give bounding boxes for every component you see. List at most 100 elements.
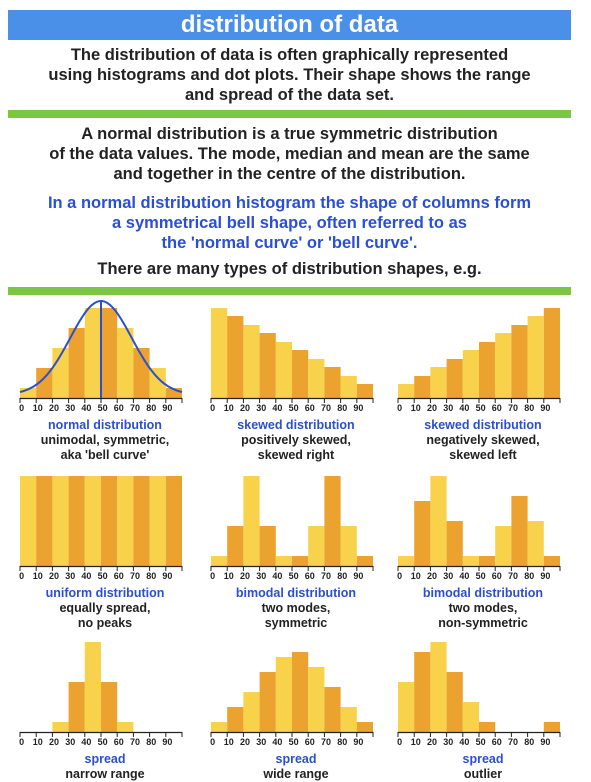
x-tick-label: 10: [224, 737, 234, 747]
x-tick-label: 30: [256, 571, 266, 581]
histogram-bar: [462, 556, 479, 566]
chart-caption-line: aka 'bell curve': [60, 448, 150, 462]
histogram-bar: [324, 476, 341, 566]
chart-caption: skewed distribution negatively skewed, ske…: [398, 418, 568, 463]
x-tick-label: 50: [289, 571, 299, 581]
chart-caption: spread outlier: [398, 752, 568, 782]
histogram-bar: [101, 682, 118, 732]
x-tick-label: 50: [476, 737, 486, 747]
histogram-bar: [479, 556, 496, 566]
histogram-svg: 0 10 20 30 40 50 60 70 80 90: [19, 642, 183, 747]
chart-caption: skewed distribution positively skewed, ske…: [211, 418, 381, 463]
histogram-bar: [511, 325, 528, 398]
x-tick-label: 20: [427, 571, 437, 581]
x-tick-label: 90: [540, 737, 550, 747]
x-tick-label: 0: [19, 737, 24, 747]
histogram-bar: [356, 384, 373, 398]
x-tick-label: 0: [210, 403, 215, 413]
x-tick-label: 60: [305, 571, 315, 581]
histogram-bar: [430, 367, 447, 398]
histogram-bar: [84, 308, 101, 398]
chart-caption-title: spread: [275, 752, 317, 766]
histogram-bar: [308, 359, 325, 398]
x-tick-label: 70: [130, 571, 140, 581]
x-tick-label: 50: [289, 403, 299, 413]
histogram-bar: [68, 476, 85, 566]
x-tick-label: 0: [397, 403, 402, 413]
histogram-bar: [243, 476, 260, 566]
x-tick-label: 60: [114, 403, 124, 413]
histogram-bar: [543, 556, 560, 566]
x-tick-label: 70: [130, 403, 140, 413]
chart-caption-line: no peaks: [77, 616, 133, 630]
histogram-bar: [527, 316, 544, 398]
histogram-bar: [398, 384, 415, 398]
x-tick-label: 90: [162, 571, 172, 581]
page-title: distribution of data: [8, 10, 571, 40]
histogram-bar: [259, 333, 276, 398]
histogram-bar: [340, 526, 357, 566]
histogram-bar: [356, 556, 373, 566]
x-tick-label: 10: [411, 403, 421, 413]
x-tick-label: 20: [240, 571, 250, 581]
x-tick-label: 30: [65, 403, 75, 413]
histogram-chart: 0 10 20 30 40 50 60 70 80 90 normal distribution un…: [19, 298, 190, 463]
histogram-bar: [446, 359, 463, 398]
histogram-bar: [52, 476, 69, 566]
histogram-chart: 0 10 20 30 40 50 60 70 80 90 spread narrow range: [19, 632, 190, 782]
chart-caption-line: negatively skewed,: [426, 433, 540, 447]
histogram-bar: [52, 722, 69, 732]
x-tick-label: 30: [256, 403, 266, 413]
x-tick-label: 30: [443, 737, 453, 747]
chart-caption-line: two modes,: [448, 601, 518, 615]
x-tick-label: 50: [476, 403, 486, 413]
x-tick-label: 80: [146, 737, 156, 747]
chart-caption-title: skewed distribution: [424, 418, 542, 432]
x-tick-label: 30: [443, 571, 453, 581]
histogram-bar: [101, 308, 118, 398]
x-tick-label: 40: [272, 571, 282, 581]
x-tick-label: 80: [337, 403, 347, 413]
histogram-bar: [495, 333, 512, 398]
chart-caption-title: skewed distribution: [237, 418, 355, 432]
x-tick-label: 20: [49, 403, 59, 413]
x-tick-label: 80: [524, 737, 534, 747]
histogram-bar: [414, 652, 431, 732]
x-tick-label: 90: [353, 403, 363, 413]
chart-caption-title: bimodal distribution: [422, 586, 544, 600]
x-tick-label: 50: [98, 571, 108, 581]
histogram-chart: 0 10 20 30 40 50 60 70 80 90 skewed distribution ne…: [397, 298, 568, 463]
x-tick-label: 40: [459, 571, 469, 581]
x-tick-label: 10: [224, 403, 234, 413]
histogram-chart: 0 10 20 30 40 50 60 70 80 90 skewed distribution po…: [210, 298, 381, 463]
histogram-svg: 0 10 20 30 40 50 60 70 80 90: [210, 476, 374, 581]
intro-line: the 'normal curve' or 'bell curve'.: [161, 234, 418, 252]
chart-caption-line: wide range: [263, 767, 329, 781]
histogram-bar: [243, 325, 260, 398]
x-tick-label: 90: [540, 571, 550, 581]
chart-caption-line: non-symmetric: [438, 616, 528, 630]
intro-line: a symmetrical bell shape, often referred…: [112, 214, 467, 232]
x-tick-label: 40: [81, 737, 91, 747]
x-tick-label: 80: [524, 403, 534, 413]
histogram-bar: [259, 526, 276, 566]
histogram-chart: 0 10 20 30 40 50 60 70 80 90 bimodal distribution t…: [210, 466, 381, 631]
histogram-bar: [292, 556, 309, 566]
histogram-svg: 0 10 20 30 40 50 60 70 80 90: [397, 308, 561, 413]
histogram-bar: [133, 476, 150, 566]
x-tick-label: 0: [397, 571, 402, 581]
x-tick-label: 70: [130, 737, 140, 747]
intro-line: A normal distribution is a true symmetri…: [81, 125, 498, 143]
histogram-bar: [211, 556, 228, 566]
x-tick-label: 0: [210, 571, 215, 581]
chart-caption-line: equally spread,: [59, 601, 151, 615]
histogram-bar: [340, 707, 357, 732]
x-tick-label: 20: [240, 737, 250, 747]
divider-bar: [8, 110, 571, 118]
histogram-chart: 0 10 20 30 40 50 60 70 80 90 bimodal distribution t…: [397, 466, 568, 631]
x-tick-label: 60: [305, 737, 315, 747]
histogram-bar: [227, 526, 244, 566]
intro-line: and together in the centre of the distri…: [113, 165, 466, 183]
x-tick-label: 70: [508, 403, 518, 413]
x-tick-label: 90: [353, 737, 363, 747]
